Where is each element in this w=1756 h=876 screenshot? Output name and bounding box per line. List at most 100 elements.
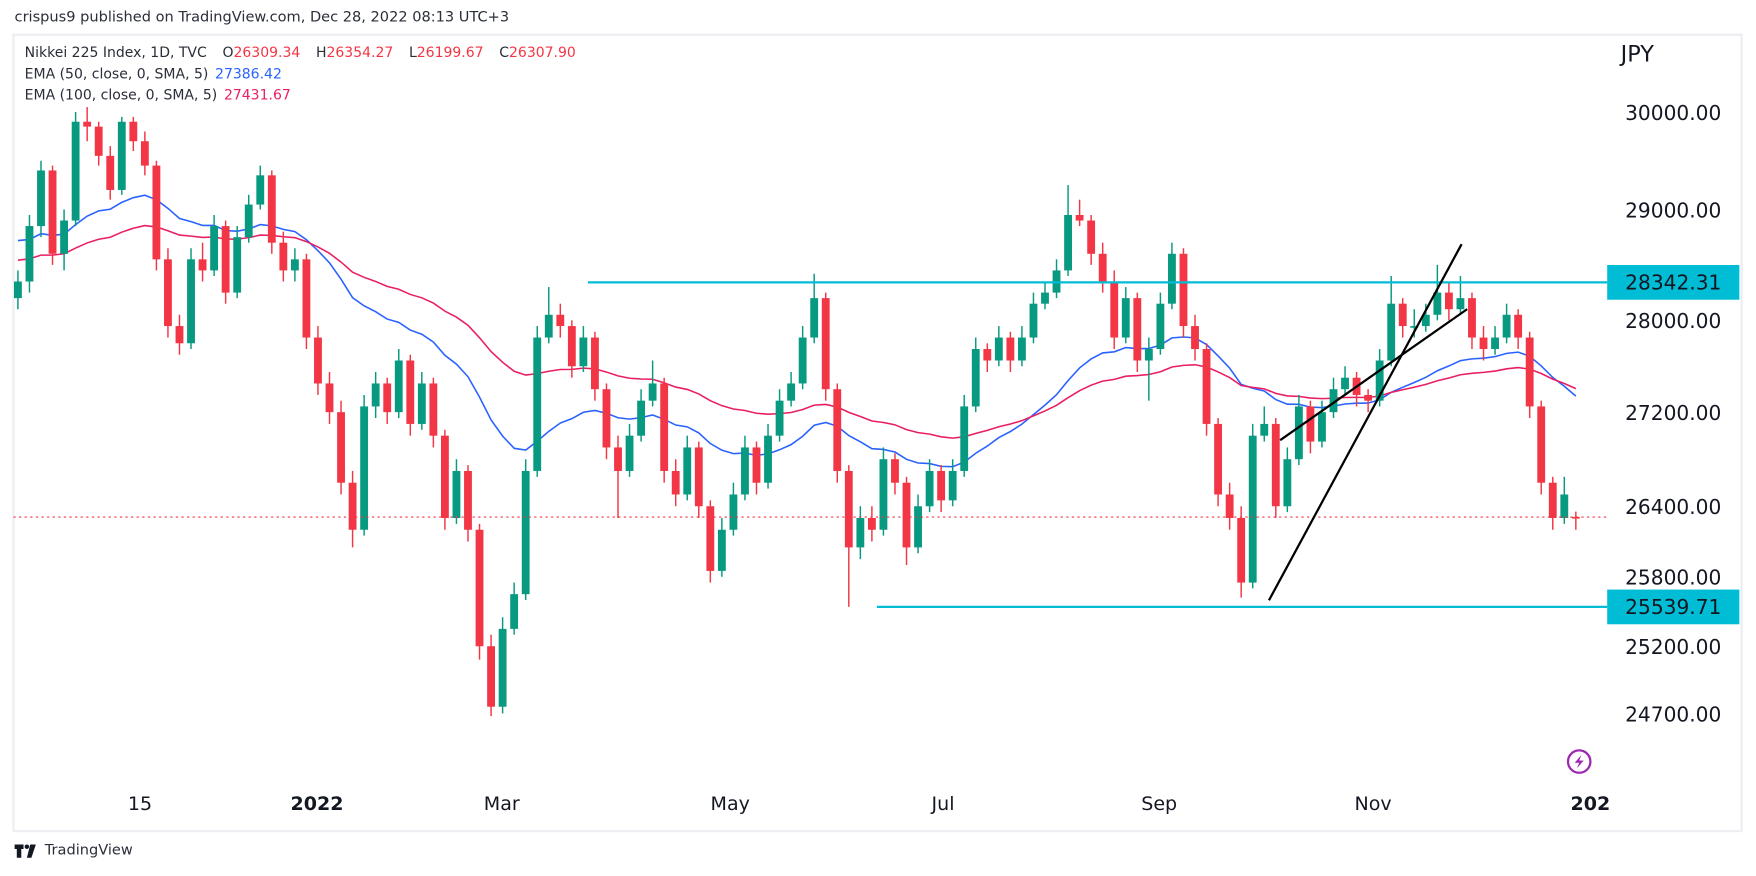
candle[interactable]	[752, 441, 761, 495]
candle[interactable]	[1318, 400, 1326, 448]
candle[interactable]	[1064, 185, 1072, 276]
candle[interactable]	[60, 209, 69, 271]
candle[interactable]	[1491, 326, 1499, 355]
candle[interactable]	[879, 447, 888, 536]
candle[interactable]	[510, 582, 519, 635]
candle[interactable]	[567, 320, 576, 378]
candle[interactable]	[94, 121, 103, 166]
candle[interactable]	[764, 423, 772, 489]
candle[interactable]	[844, 465, 853, 607]
candle[interactable]	[521, 459, 530, 600]
candle[interactable]	[198, 242, 207, 282]
candle[interactable]	[1306, 400, 1315, 454]
candle[interactable]	[787, 371, 796, 407]
candle[interactable]	[1479, 326, 1488, 361]
candle[interactable]	[383, 377, 392, 424]
candle[interactable]	[1387, 275, 1396, 367]
candle[interactable]	[464, 465, 472, 542]
candle[interactable]	[187, 248, 195, 350]
candle[interactable]	[1341, 366, 1349, 395]
candle[interactable]	[348, 470, 357, 548]
candle[interactable]	[1075, 199, 1084, 227]
candle[interactable]	[71, 112, 80, 227]
candle[interactable]	[417, 371, 426, 430]
candle[interactable]	[833, 383, 842, 483]
channel-lower-trendline[interactable]	[1267, 243, 1463, 601]
candle[interactable]	[244, 194, 253, 243]
candle[interactable]	[1179, 248, 1188, 338]
candle[interactable]	[660, 377, 669, 483]
channel-upper-trendline[interactable]	[1279, 308, 1468, 442]
candle[interactable]	[1525, 331, 1534, 419]
candle[interactable]	[152, 160, 161, 271]
candle[interactable]	[671, 459, 680, 507]
candle[interactable]	[1098, 242, 1107, 293]
candle[interactable]	[810, 273, 819, 344]
candle[interactable]	[602, 383, 611, 460]
candle[interactable]	[175, 314, 184, 355]
candle[interactable]	[717, 518, 726, 577]
candle[interactable]	[556, 303, 565, 338]
ema100-line[interactable]	[17, 224, 1577, 439]
candle[interactable]	[1571, 511, 1580, 530]
candle[interactable]	[1548, 476, 1557, 530]
candle[interactable]	[798, 326, 807, 390]
tradingview-brand[interactable]: TradingView	[14, 842, 133, 859]
candle[interactable]	[452, 459, 461, 524]
candle[interactable]	[106, 146, 115, 200]
candle[interactable]	[1156, 292, 1165, 355]
candle[interactable]	[1225, 482, 1234, 530]
time-axis[interactable]: 15 2022 Mar May Jul Sep Nov 202	[128, 793, 1610, 815]
candle[interactable]	[360, 394, 369, 536]
candle[interactable]	[925, 459, 934, 513]
candle[interactable]	[1468, 292, 1476, 350]
candle[interactable]	[937, 465, 946, 513]
candle[interactable]	[1294, 394, 1303, 466]
candle[interactable]	[279, 231, 288, 282]
candle[interactable]	[83, 107, 92, 142]
candle[interactable]	[1421, 303, 1430, 332]
price-axis[interactable]: 30000.00 29000.00 28000.00 27200.00 26400.00…	[1625, 101, 1721, 726]
candle[interactable]	[475, 523, 484, 660]
candle[interactable]	[129, 116, 138, 151]
candle[interactable]	[221, 220, 230, 304]
candle[interactable]	[637, 389, 646, 442]
candle[interactable]	[1398, 298, 1407, 338]
candle[interactable]	[1168, 242, 1176, 310]
candle[interactable]	[1144, 337, 1153, 401]
candle[interactable]	[683, 435, 692, 501]
candle[interactable]	[267, 170, 276, 254]
symbol-title[interactable]: Nikkei 225 Index, 1D, TVC	[24, 43, 207, 61]
candle[interactable]	[625, 423, 634, 477]
candle[interactable]	[1041, 281, 1049, 310]
candle[interactable]	[337, 400, 345, 495]
candle[interactable]	[960, 394, 969, 477]
candle[interactable]	[614, 435, 622, 519]
candle[interactable]	[48, 165, 57, 265]
candle[interactable]	[440, 429, 449, 530]
candle[interactable]	[914, 494, 922, 554]
candle[interactable]	[14, 270, 22, 310]
candle[interactable]	[164, 248, 172, 338]
ema50-line[interactable]	[17, 194, 1577, 468]
candle[interactable]	[1006, 331, 1015, 372]
candle[interactable]	[856, 506, 865, 560]
legend-ema50-row[interactable]: EMA (50, close, 0, SMA, 5) 27386.42	[25, 63, 576, 84]
candle[interactable]	[902, 476, 911, 566]
candle[interactable]	[406, 354, 415, 436]
candle[interactable]	[579, 326, 588, 372]
candle[interactable]	[256, 165, 265, 210]
candle[interactable]	[1191, 314, 1199, 361]
candle[interactable]	[394, 349, 403, 419]
candle[interactable]	[37, 160, 45, 238]
candle[interactable]	[1444, 281, 1453, 321]
candle[interactable]	[1537, 400, 1546, 495]
candle[interactable]	[1433, 264, 1442, 321]
candle[interactable]	[233, 226, 242, 299]
candle[interactable]	[429, 377, 438, 448]
candle[interactable]	[775, 389, 784, 442]
candle[interactable]	[694, 441, 703, 519]
legend-ema100-row[interactable]: EMA (100, close, 0, SMA, 5) 27431.67	[25, 84, 576, 105]
candle[interactable]	[1283, 447, 1292, 513]
candle[interactable]	[591, 331, 599, 401]
